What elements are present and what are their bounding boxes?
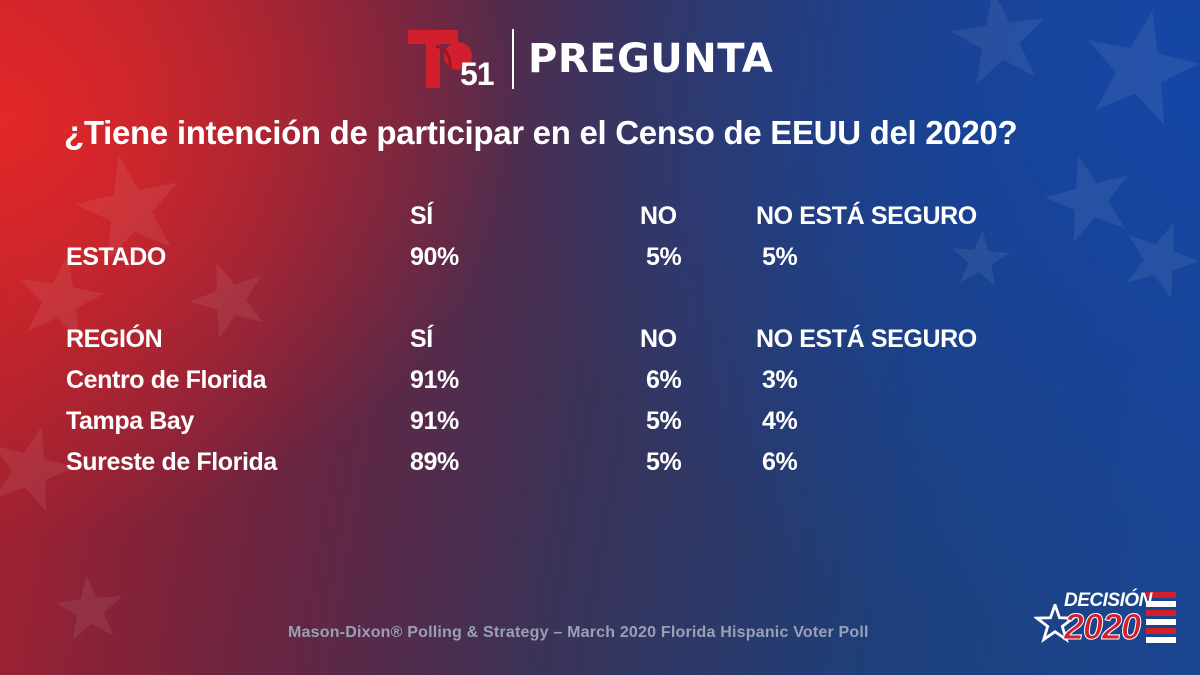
decision-label: DECISIÓN	[1064, 590, 1152, 611]
state-row-label: ESTADO	[66, 243, 166, 271]
region-row-not-sure: 4%	[762, 407, 798, 435]
region-header-label: REGIÓN	[66, 325, 163, 353]
region-row-si: 89%	[410, 448, 459, 476]
region-row-not-sure: 3%	[762, 366, 798, 394]
region-row-not-sure: 6%	[762, 448, 798, 476]
flag-stripes-icon	[1146, 592, 1176, 643]
logo-number: 51	[460, 56, 495, 92]
source-credit: Mason-Dixon® Polling & Strategy – March …	[288, 624, 869, 641]
region-row-label: Sureste de Florida	[66, 448, 277, 476]
region-column-si: SÍ	[410, 325, 433, 353]
region-row-no: 6%	[646, 366, 682, 394]
region-column-no: NO	[640, 325, 677, 353]
decision-2020-logo: DECISIÓN 2020	[1034, 590, 1176, 650]
region-column-not-sure: NO ESTÁ SEGURO	[756, 325, 977, 353]
header-divider	[512, 29, 514, 89]
state-column-si: SÍ	[410, 202, 433, 230]
region-row-label: Tampa Bay	[66, 407, 194, 435]
header-brand: 51 PREGUNTA	[406, 26, 773, 92]
header-title: PREGUNTA	[528, 36, 774, 82]
region-row-no: 5%	[646, 448, 682, 476]
region-row-no: 5%	[646, 407, 682, 435]
state-column-not-sure: NO ESTÁ SEGURO	[756, 202, 977, 230]
state-row-no: 5%	[646, 243, 682, 271]
state-column-no: NO	[640, 202, 677, 230]
state-row-si: 90%	[410, 243, 459, 271]
region-row-si: 91%	[410, 407, 459, 435]
poll-question: ¿Tiene intención de participar en el Cen…	[64, 114, 1018, 151]
state-row-not-sure: 5%	[762, 243, 798, 271]
decision-year: 2020	[1063, 606, 1141, 648]
region-row-label: Centro de Florida	[66, 366, 267, 394]
star-icon	[1034, 604, 1076, 643]
region-row-si: 91%	[410, 366, 459, 394]
telemundo-t-logo: 51	[406, 26, 496, 92]
